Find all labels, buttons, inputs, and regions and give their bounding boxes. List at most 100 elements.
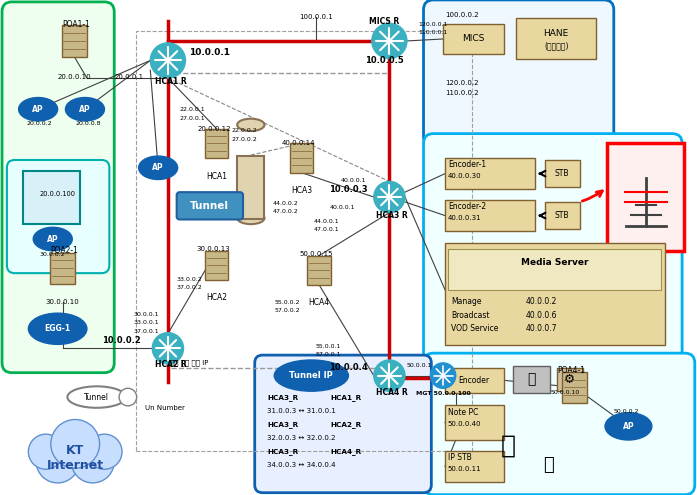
Text: Manage: Manage <box>451 297 482 306</box>
FancyBboxPatch shape <box>24 171 80 224</box>
Text: HCA1: HCA1 <box>206 172 227 181</box>
Text: 27.0.0.1: 27.0.0.1 <box>180 115 205 120</box>
Text: 40.0.0.31: 40.0.0.31 <box>448 214 482 221</box>
Text: 20.0.0.1: 20.0.0.1 <box>114 74 144 80</box>
Text: HCA1 R: HCA1 R <box>155 77 187 87</box>
Text: 50.0.0.11: 50.0.0.11 <box>448 466 482 472</box>
FancyBboxPatch shape <box>445 243 664 346</box>
Text: 33.0.0.1: 33.0.0.1 <box>134 320 160 325</box>
Text: 47.0.0.2: 47.0.0.2 <box>273 209 298 214</box>
Text: 20.0.0.12: 20.0.0.12 <box>197 126 231 132</box>
FancyBboxPatch shape <box>205 129 229 158</box>
Text: HCA3_R: HCA3_R <box>268 448 298 455</box>
Text: HCA4 R: HCA4 R <box>376 388 408 396</box>
Text: Encoder: Encoder <box>459 376 490 385</box>
Text: 34.0.0.3 ↔ 34.0.0.4: 34.0.0.3 ↔ 34.0.0.4 <box>268 462 336 468</box>
Text: 57.0.0.2: 57.0.0.2 <box>274 308 300 313</box>
Text: 📷: 📷 <box>528 373 536 387</box>
Text: 110.0.0.2: 110.0.0.2 <box>445 90 479 96</box>
Ellipse shape <box>274 360 348 391</box>
Text: 20.0.0.2: 20.0.0.2 <box>26 121 52 126</box>
Text: 31.0.0.3 ↔ 31.0.0.1: 31.0.0.3 ↔ 31.0.0.1 <box>268 408 336 414</box>
Text: 30.0.0.10: 30.0.0.10 <box>45 299 79 305</box>
Text: MICS: MICS <box>462 35 484 44</box>
Text: 📱: 📱 <box>543 456 554 474</box>
Text: AP: AP <box>622 422 634 431</box>
Text: EGG-1: EGG-1 <box>45 324 70 333</box>
Text: STB: STB <box>555 211 569 220</box>
FancyBboxPatch shape <box>290 144 313 173</box>
Text: 27.0.0.2: 27.0.0.2 <box>231 137 257 142</box>
Ellipse shape <box>19 98 58 121</box>
Text: HCA3 R: HCA3 R <box>376 211 408 220</box>
Text: HCA2_R: HCA2_R <box>331 421 362 428</box>
Text: HCA2: HCA2 <box>206 293 227 302</box>
FancyBboxPatch shape <box>513 366 551 393</box>
FancyBboxPatch shape <box>445 368 503 393</box>
Text: Tunnel IP: Tunnel IP <box>289 371 333 380</box>
Text: 30.0.0.13: 30.0.0.13 <box>196 246 230 252</box>
Text: 40.0.0.2: 40.0.0.2 <box>526 297 558 306</box>
Text: Note PC: Note PC <box>448 408 478 417</box>
Circle shape <box>119 388 137 406</box>
Text: Media Server: Media Server <box>521 258 588 267</box>
Text: 10.0.0.4: 10.0.0.4 <box>329 363 368 372</box>
Text: HCA3_R: HCA3_R <box>268 421 298 428</box>
Text: 30.0.0.2: 30.0.0.2 <box>40 252 66 257</box>
FancyBboxPatch shape <box>544 202 580 229</box>
Text: Tunnel: Tunnel <box>84 393 109 401</box>
Circle shape <box>374 182 405 213</box>
Text: 33.0.0.2: 33.0.0.2 <box>176 278 202 283</box>
FancyBboxPatch shape <box>557 368 583 391</box>
Text: 40.0.0.30: 40.0.0.30 <box>448 173 482 179</box>
Text: 40.0.0.1: 40.0.0.1 <box>340 178 366 183</box>
FancyBboxPatch shape <box>424 134 682 368</box>
Circle shape <box>372 23 407 58</box>
Text: 할당 받은 공인 IP: 할당 받은 공인 IP <box>170 359 208 366</box>
Text: 110.0.0.1: 110.0.0.1 <box>419 30 448 35</box>
Text: 40.0.0.1: 40.0.0.1 <box>330 205 355 210</box>
Text: Internet: Internet <box>47 459 104 472</box>
Text: ⚙: ⚙ <box>565 373 576 386</box>
Text: 20.0.0.8: 20.0.0.8 <box>75 121 100 126</box>
Text: HCA4: HCA4 <box>309 298 330 307</box>
Text: KT: KT <box>66 444 84 457</box>
FancyBboxPatch shape <box>307 255 331 285</box>
Text: HCA3_R: HCA3_R <box>268 394 298 400</box>
Text: 40.0.0.7: 40.0.0.7 <box>526 324 558 333</box>
Text: 20.0.0.100: 20.0.0.100 <box>40 191 76 197</box>
Ellipse shape <box>139 156 178 180</box>
Text: 10.0.0.5: 10.0.0.5 <box>365 56 404 65</box>
Text: MGT 50.0.0.100: MGT 50.0.0.100 <box>415 391 470 396</box>
Text: 50.0.0.1: 50.0.0.1 <box>407 363 432 368</box>
Text: 10.0.0.2: 10.0.0.2 <box>102 336 140 345</box>
Text: 44.0.0.2: 44.0.0.2 <box>273 201 298 206</box>
Text: HCA3: HCA3 <box>291 186 312 195</box>
Text: 10.0.0.3: 10.0.0.3 <box>329 185 368 194</box>
Text: 50.0.0.10: 50.0.0.10 <box>551 390 580 395</box>
Ellipse shape <box>66 98 105 121</box>
FancyBboxPatch shape <box>254 355 431 493</box>
Text: (자후설치): (자후설치) <box>544 41 569 50</box>
Text: 37.0.0.1: 37.0.0.1 <box>134 329 160 334</box>
Text: Encoder-2: Encoder-2 <box>448 202 486 211</box>
Text: POA2-1: POA2-1 <box>49 246 77 255</box>
Text: 37.0.0.2: 37.0.0.2 <box>176 285 202 290</box>
Text: MICS R: MICS R <box>369 17 399 26</box>
Ellipse shape <box>68 386 126 408</box>
Circle shape <box>29 434 63 469</box>
Ellipse shape <box>237 212 264 224</box>
FancyBboxPatch shape <box>176 192 243 219</box>
Text: STB: STB <box>555 169 569 178</box>
FancyBboxPatch shape <box>448 249 661 290</box>
Text: 120.0.0.2: 120.0.0.2 <box>445 80 479 86</box>
Text: 20.0.0.10: 20.0.0.10 <box>57 74 91 80</box>
Text: VOD Service: VOD Service <box>451 324 498 333</box>
FancyBboxPatch shape <box>445 451 503 482</box>
Circle shape <box>374 360 405 391</box>
FancyBboxPatch shape <box>443 24 503 53</box>
FancyBboxPatch shape <box>61 25 87 56</box>
Text: AP: AP <box>47 235 59 244</box>
FancyBboxPatch shape <box>49 252 75 284</box>
FancyBboxPatch shape <box>445 200 535 231</box>
